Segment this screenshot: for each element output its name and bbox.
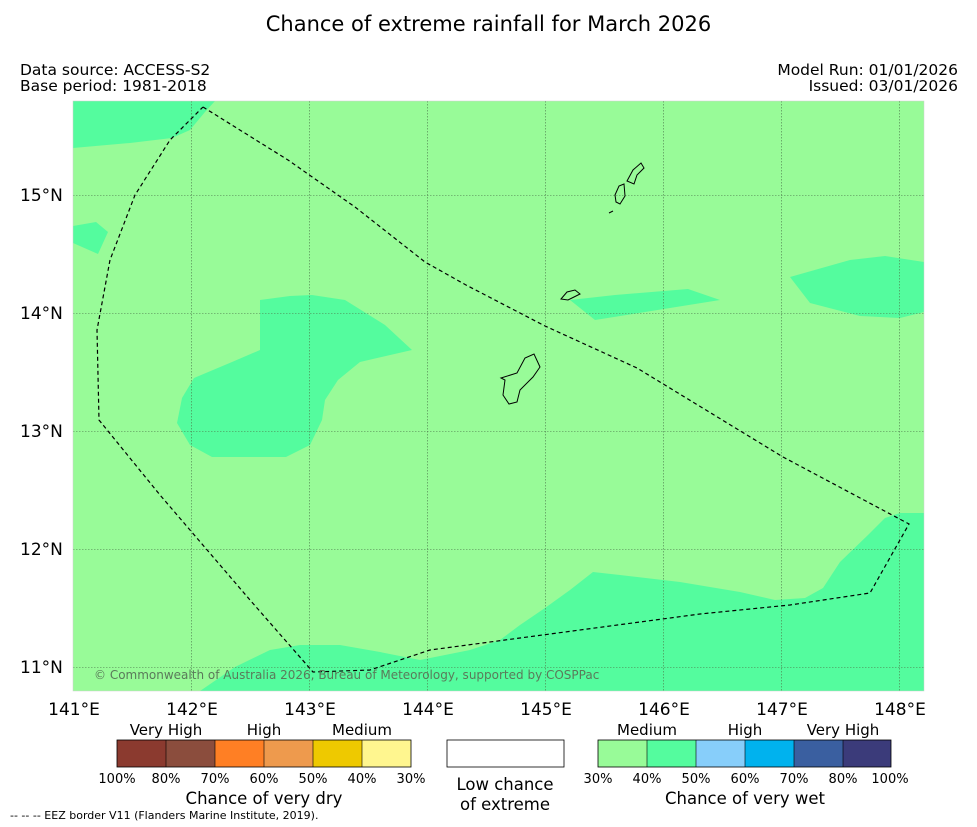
- patch-central-west: [177, 295, 412, 457]
- lat-label: 12°N: [20, 540, 63, 560]
- wet-swatch: [794, 740, 843, 767]
- wet-swatch: [745, 740, 794, 767]
- lon-label: 145°E: [520, 700, 572, 720]
- lat-label: 13°N: [20, 422, 63, 442]
- wet-dividers: [646, 740, 844, 767]
- dry-swatch: [117, 740, 166, 767]
- dry-colorbar: Very High High Medium 100% 80% 70% 60% 5…: [98, 721, 425, 808]
- low-chance-legend: Low chance of extreme: [446, 739, 565, 814]
- dry-swatch: [362, 740, 411, 767]
- dry-tick: 30%: [397, 772, 426, 787]
- lon-label: 147°E: [756, 700, 808, 720]
- lon-label: 142°E: [166, 700, 218, 720]
- wet-tick: 50%: [682, 772, 711, 787]
- wet-swatch: [598, 740, 647, 767]
- lon-label: 148°E: [874, 700, 926, 720]
- dry-swatch: [166, 740, 215, 767]
- wet-tick: 100%: [871, 772, 908, 787]
- dry-category-label: High: [247, 721, 281, 739]
- meta-right: Model Run: 01/01/2026 Issued: 03/01/2026: [777, 62, 958, 94]
- low-chance-title-line2: of extreme: [460, 795, 550, 814]
- map-area[interactable]: [73, 101, 924, 691]
- wet-colorbar-frame: [597, 739, 892, 768]
- graticule: [73, 101, 924, 691]
- dry-tick: 100%: [98, 772, 135, 787]
- eez-footnote: -- -- -- EEZ border V11 (Flanders Marine…: [10, 809, 319, 822]
- low-chance-title-line1: Low chance: [456, 775, 553, 794]
- lon-label: 144°E: [402, 700, 454, 720]
- wet-tick: 70%: [780, 772, 809, 787]
- wet-tick: 40%: [633, 772, 662, 787]
- dry-swatch: [313, 740, 362, 767]
- wet-swatch: [696, 740, 745, 767]
- wet-colorbar-title: Chance of very wet: [665, 789, 826, 808]
- islands: [499, 162, 645, 405]
- eez-border: [96, 106, 910, 673]
- map-frame: [72, 100, 925, 692]
- map-copyright: © Commonwealth of Australia 2026, Bureau…: [94, 668, 600, 682]
- issued-date: Issued: 03/01/2026: [808, 77, 958, 95]
- patch-east-island: [570, 289, 720, 320]
- meta-left: Data source: ACCESS-S2 Base period: 1981…: [20, 62, 210, 94]
- dry-tick: 80%: [152, 772, 181, 787]
- island-guam: [499, 353, 541, 405]
- lat-label: 11°N: [20, 658, 63, 678]
- patch-northeast: [790, 256, 924, 318]
- base-period: Base period: 1981-2018: [20, 77, 207, 95]
- lon-label: 141°E: [48, 700, 100, 720]
- wet-tick: 80%: [829, 772, 858, 787]
- patch-south: [200, 513, 924, 691]
- wet-tick: 60%: [731, 772, 760, 787]
- patch-west-edge: [73, 222, 108, 254]
- dry-tick: 50%: [299, 772, 328, 787]
- dry-tick: 70%: [201, 772, 230, 787]
- island-tinian: [614, 183, 626, 205]
- longitude-labels: 141°E 142°E 143°E 144°E 145°E 146°E 147°…: [48, 700, 926, 720]
- latitude-labels: 15°N 14°N 13°N 12°N 11°N: [20, 186, 63, 678]
- island-saipan: [626, 162, 645, 185]
- lon-label: 143°E: [284, 700, 336, 720]
- low-chance-swatch: [446, 739, 565, 768]
- data-source: Data source: ACCESS-S2: [20, 61, 211, 79]
- dry-category-label: Very High: [130, 721, 203, 739]
- wet-colorbar: Medium High Very High 30% 40% 50% 60% 70…: [584, 721, 909, 808]
- dry-category-label: Medium: [332, 721, 392, 739]
- lat-label: 15°N: [20, 186, 63, 206]
- probability-patches: [73, 101, 924, 691]
- page-title: Chance of extreme rainfall for March 202…: [265, 12, 712, 36]
- dry-dividers: [165, 740, 363, 767]
- wet-swatch: [843, 740, 891, 767]
- dry-swatch: [215, 740, 264, 767]
- island-aguijan: [608, 210, 614, 214]
- lat-label: 14°N: [20, 304, 63, 324]
- wet-category-label: Medium: [617, 721, 677, 739]
- island-rota: [560, 289, 581, 301]
- lon-label: 146°E: [638, 700, 690, 720]
- wet-tick: 30%: [584, 772, 613, 787]
- dry-colorbar-title: Chance of very dry: [186, 789, 343, 808]
- model-run: Model Run: 01/01/2026: [777, 61, 958, 79]
- wet-swatch: [647, 740, 696, 767]
- patch-northwest: [73, 101, 215, 148]
- wet-category-label: High: [728, 721, 762, 739]
- dry-tick: 40%: [348, 772, 377, 787]
- dry-swatch: [264, 740, 313, 767]
- dry-tick: 60%: [250, 772, 279, 787]
- wet-category-label: Very High: [807, 721, 880, 739]
